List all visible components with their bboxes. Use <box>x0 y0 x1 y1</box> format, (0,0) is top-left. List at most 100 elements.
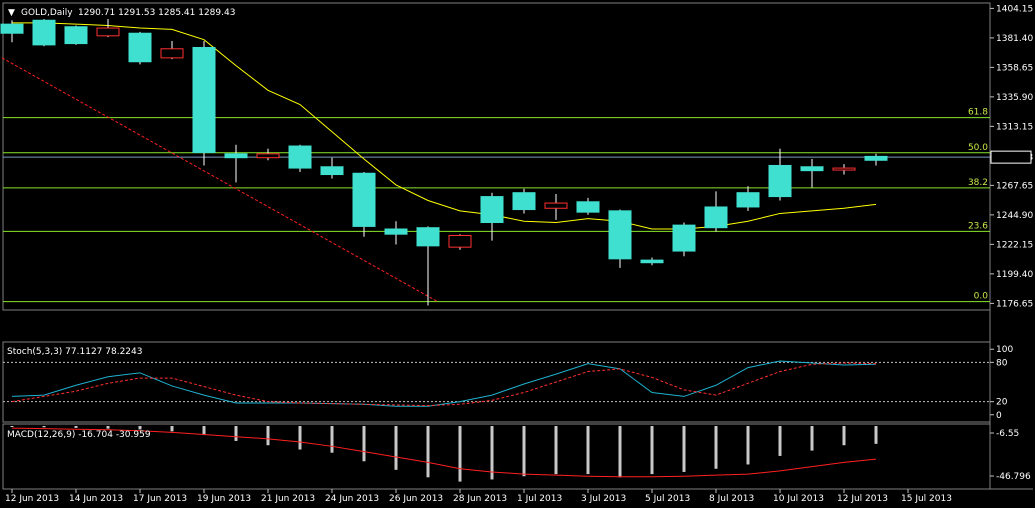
main-header-ohlc: 1290.71 1291.53 1285.41 1289.43 <box>78 8 235 18</box>
macd-histogram-bar <box>746 426 750 465</box>
candle-body <box>32 19 56 46</box>
axes: 1404.151381.401358.651335.901313.151289.… <box>5 4 1033 504</box>
candle-body <box>704 206 728 229</box>
candle-body <box>96 27 120 37</box>
stoch-main-line <box>11 360 877 407</box>
macd-histogram-bar <box>394 426 398 470</box>
macd-histogram-bar <box>522 426 526 477</box>
stoch-plot <box>3 360 990 407</box>
candle-body <box>672 224 696 252</box>
macd-histogram-bar <box>330 426 334 453</box>
stoch-axis-tick-label: 20 <box>996 398 1008 408</box>
price-axis-tick-label: 1176.65 <box>996 299 1033 309</box>
candle-body <box>640 259 664 264</box>
candle-body <box>160 48 184 59</box>
time-axis-label: 1 Jul 2013 <box>517 494 562 504</box>
candle-body <box>512 192 536 211</box>
candle-body <box>192 46 216 154</box>
macd-pane-border <box>2 423 991 490</box>
time-axis-label: 14 Jun 2013 <box>69 494 123 504</box>
candle-body <box>736 192 760 208</box>
macd-histogram-bar <box>714 426 718 469</box>
candle-body <box>352 172 376 227</box>
macd-header: MACD(12,26,9) -16.704 -30.959 <box>7 430 151 440</box>
candle-body <box>256 153 280 159</box>
main-plot: 0.0 23.6 38.2 50.0 61.8 <box>0 18 990 306</box>
time-axis-label: 15 Jul 2013 <box>901 494 952 504</box>
time-axis-label: 24 Jun 2013 <box>325 494 379 504</box>
time-axis-label: 5 Jul 2013 <box>645 494 690 504</box>
macd-axis-tick-label: -46.796 <box>996 472 1031 482</box>
fibo-level-label: 0.0 <box>974 292 989 302</box>
price-axis-tick-label: 1244.90 <box>996 211 1033 221</box>
macd-histogram-bar <box>810 426 814 451</box>
candle-body <box>0 23 24 34</box>
stoch-axis-tick-label: 80 <box>996 358 1008 368</box>
macd-histogram-bar <box>778 426 782 456</box>
candle-body <box>416 227 440 247</box>
time-axis-label: 3 Jul 2013 <box>581 494 626 504</box>
macd-histogram-bar <box>74 426 78 428</box>
macd-histogram-bar <box>106 426 110 429</box>
macd-histogram-bar <box>170 426 174 432</box>
macd-histogram-bar <box>10 426 14 427</box>
candle-body <box>768 164 792 198</box>
macd-axis-tick-label: -6.55 <box>996 429 1019 439</box>
macd-histogram-bar <box>426 426 430 478</box>
candle-body <box>608 210 632 260</box>
price-axis-tick-label: 1313.15 <box>996 122 1033 132</box>
price-axis-tick-label: 1335.90 <box>996 93 1033 103</box>
macd-histogram-bar <box>42 426 46 428</box>
stoch-pane-border <box>2 341 991 423</box>
candle-body <box>288 145 312 169</box>
macd-histogram-bar <box>234 426 238 441</box>
price-axis-tick-label: 1222.15 <box>996 240 1033 250</box>
macd-histogram-bar <box>362 426 366 462</box>
macd-plot <box>10 426 878 482</box>
time-axis-label: 10 Jul 2013 <box>773 494 824 504</box>
macd-histogram-bar <box>682 426 686 472</box>
candle-body <box>832 167 856 171</box>
moving-average-line <box>12 22 877 230</box>
candle-body <box>320 166 344 176</box>
time-axis-label: 8 Jul 2013 <box>709 494 754 504</box>
macd-histogram-bar <box>298 426 302 450</box>
main-header-symbol: GOLD,Daily <box>21 8 73 18</box>
current-price-box <box>990 150 1032 164</box>
macd-histogram-bar <box>554 426 558 475</box>
macd-histogram-bar <box>650 426 654 475</box>
candle-body <box>576 201 600 213</box>
stoch-signal-line <box>11 362 877 407</box>
candle-body <box>480 196 504 224</box>
time-axis-label: 28 Jun 2013 <box>453 494 507 504</box>
candle-body <box>224 153 248 159</box>
time-axis-label: 12 Jul 2013 <box>837 494 888 504</box>
price-axis-tick-label: 1199.40 <box>996 270 1033 280</box>
macd-histogram-bar <box>874 426 878 444</box>
stoch-axis-tick-label: 0 <box>996 411 1002 421</box>
stoch-axis-tick-label: 100 <box>996 345 1013 355</box>
macd-histogram-bar <box>266 426 270 446</box>
trend-line <box>1 57 438 303</box>
stoch-header: Stoch(5,3,3) 77.1127 78.2243 <box>7 347 142 357</box>
candle-body <box>544 202 568 209</box>
time-axis-label: 12 Jun 2013 <box>5 494 59 504</box>
macd-histogram-bar <box>842 426 846 446</box>
candle-body <box>800 166 824 172</box>
macd-histogram-bar <box>458 426 462 482</box>
time-axis-label: 19 Jun 2013 <box>197 494 251 504</box>
macd-histogram-bar <box>618 426 622 478</box>
header-dropdown-icon[interactable]: ▼ <box>8 8 15 18</box>
price-axis-tick-label: 1381.40 <box>996 34 1033 44</box>
price-axis-tick-label: 1404.15 <box>996 4 1033 14</box>
candle-body <box>128 32 152 63</box>
macd-signal-line <box>11 427 877 478</box>
price-axis-tick-label: 1358.65 <box>996 63 1033 73</box>
candle-body <box>384 228 408 235</box>
macd-histogram-bar <box>202 426 206 436</box>
price-axis-tick-label: 1267.65 <box>996 181 1033 191</box>
candle-body <box>64 26 88 45</box>
candle-body <box>448 234 472 248</box>
time-axis-label: 21 Jun 2013 <box>261 494 315 504</box>
fibo-level-label: 23.6 <box>968 221 988 231</box>
